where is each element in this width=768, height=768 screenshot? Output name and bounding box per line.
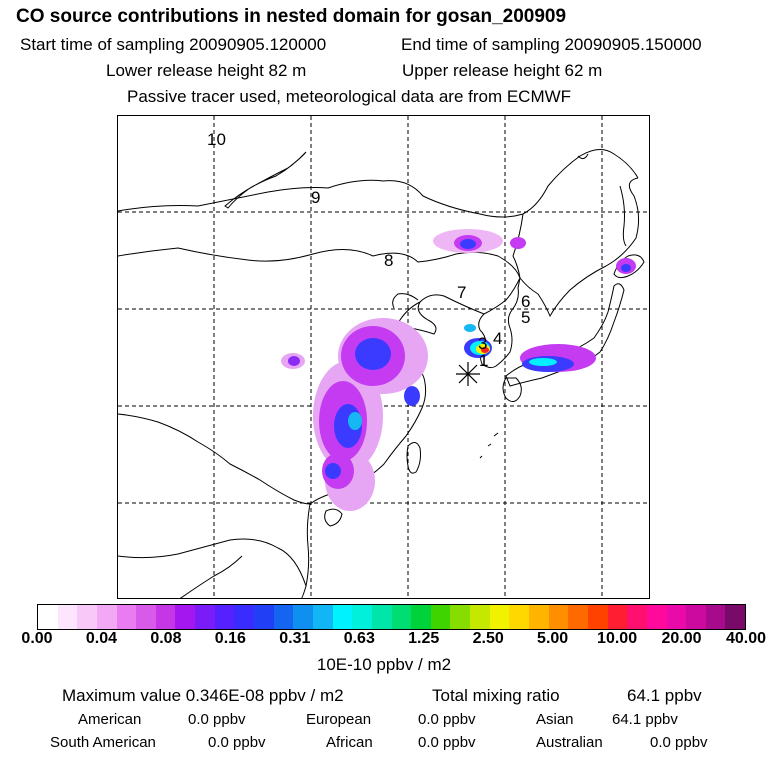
region-value-asian: 64.1 ppbv: [612, 711, 678, 728]
day-label-3: 3: [478, 334, 487, 353]
day-label-10: 10: [207, 130, 226, 149]
colorbar-swatch: [725, 605, 746, 629]
day-labels: 10 9 8 7 6 5 4 3 1: [207, 130, 530, 370]
colorbar-swatch: [96, 605, 117, 629]
colorbar-tick-label: 20.00: [661, 630, 702, 647]
plume-cells: [281, 229, 636, 511]
region-value-african: 0.0 ppbv: [418, 734, 476, 751]
total-mixing-value: 64.1 ppbv: [627, 686, 702, 705]
colorbar-swatch: [666, 605, 687, 629]
max-value-label: Maximum value 0.346E-08 ppbv / m2: [62, 686, 344, 705]
day-label-1: 1: [479, 351, 488, 370]
colorbar-swatch: [57, 605, 78, 629]
colorbar-tick-label: 0.63: [343, 630, 375, 647]
start-time-label: Start time of sampling 20090905.120000: [20, 35, 327, 54]
region-value-australian: 0.0 ppbv: [650, 734, 708, 751]
colorbar-tick-label: 0.31: [279, 630, 311, 647]
colorbar-swatch: [312, 605, 333, 629]
colorbar-tick-label: 1.25: [408, 630, 440, 647]
day-label-4: 4: [493, 329, 502, 348]
region-value-american: 0.0 ppbv: [188, 711, 246, 728]
colorbar-tick-label: 0.04: [85, 630, 118, 647]
colorbar-swatch: [430, 605, 451, 629]
region-name-asian: Asian: [536, 711, 574, 728]
colorbar-tick-label: 0.08: [150, 630, 182, 647]
colorbar-swatch: [332, 605, 353, 629]
colorbar-unit-label: 10E-10 ppbv / m2: [316, 655, 452, 674]
colorbar-tick-label: 2.50: [472, 630, 504, 647]
region-value-south-american: 0.0 ppbv: [208, 734, 266, 751]
colorbar-swatch: [352, 605, 372, 629]
colorbar-swatch: [273, 605, 294, 629]
colorbar-tick-label: 0.00: [21, 630, 53, 647]
colorbar-swatch: [175, 605, 196, 629]
map-panel: 10 9 8 7 6 5 4 3 1: [117, 115, 650, 599]
colorbar-swatch: [155, 605, 176, 629]
region-name-american: American: [78, 711, 142, 728]
day-label-7: 7: [457, 283, 466, 302]
map-svg: 10 9 8 7 6 5 4 3 1: [118, 116, 649, 598]
colorbar-tick-label: 0.16: [214, 630, 246, 647]
region-name-african: African: [326, 734, 373, 751]
colorbar-swatch: [214, 605, 235, 629]
end-time-label: End time of sampling 20090905.150000: [401, 35, 702, 54]
total-mixing-label: Total mixing ratio: [432, 686, 560, 705]
colorbar-swatch: [646, 605, 667, 629]
colorbar-swatch: [705, 605, 726, 629]
colorbar-swatch: [509, 605, 530, 629]
colorbar-swatch: [529, 605, 549, 629]
colorbar-swatch: [293, 605, 313, 629]
colorbar-swatch: [489, 605, 510, 629]
colorbar-swatch: [568, 605, 588, 629]
colorbar-swatch: [587, 605, 608, 629]
lat-lon-grid: [118, 116, 649, 598]
colorbar-swatch: [450, 605, 471, 629]
upper-release-label: Upper release height 62 m: [402, 61, 603, 80]
colorbar-swatch: [411, 605, 431, 629]
tracer-note: Passive tracer used, meteorological data…: [127, 87, 572, 106]
colorbar-swatch: [371, 605, 392, 629]
lower-release-label: Lower release height 82 m: [106, 61, 307, 80]
region-name-south-american: South American: [50, 734, 156, 751]
colorbar-swatch: [470, 605, 490, 629]
colorbar-tick-label: 10.00: [597, 630, 638, 647]
colorbar-swatch: [686, 605, 706, 629]
star-asterisk-icon: [456, 362, 480, 386]
day-label-8: 8: [384, 251, 393, 270]
colorbar-swatch: [548, 605, 569, 629]
day-label-5: 5: [521, 308, 530, 327]
colorbar-swatch: [627, 605, 647, 629]
colorbar-swatch: [607, 605, 628, 629]
colorbar-swatch: [77, 605, 97, 629]
figure-title: CO source contributions in nested domain…: [16, 6, 567, 27]
colorbar-swatch: [391, 605, 412, 629]
region-name-australian: Australian: [536, 734, 603, 751]
colorbar-swatch: [136, 605, 156, 629]
region-value-european: 0.0 ppbv: [418, 711, 476, 728]
colorbar-tick-label: 40.00: [725, 630, 767, 647]
colorbar-swatch: [254, 605, 274, 629]
colorbar-swatch: [116, 605, 137, 629]
colorbar-swatch: [234, 605, 255, 629]
colorbar-swatch: [195, 605, 215, 629]
colorbar-tick-label: 5.00: [537, 630, 569, 647]
colorbar-swatch: [38, 605, 58, 629]
region-name-european: European: [306, 711, 372, 728]
day-label-6: 6: [521, 292, 530, 311]
colorbar: [37, 604, 746, 630]
day-label-9: 9: [311, 188, 320, 207]
